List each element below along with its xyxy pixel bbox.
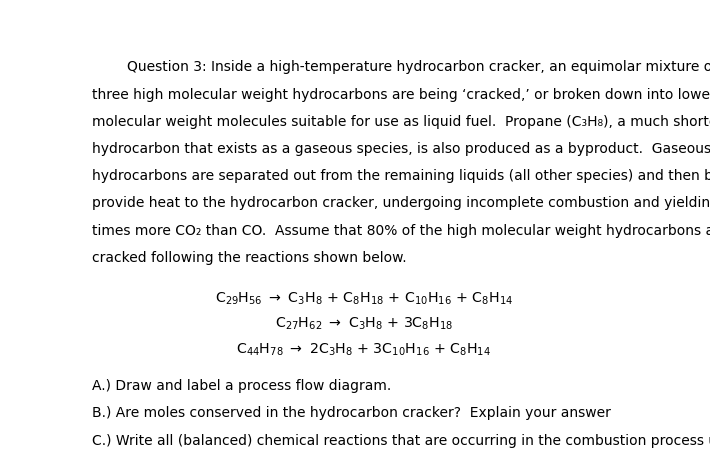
Text: cracked following the reactions shown below.: cracked following the reactions shown be… [92, 251, 406, 265]
Text: C$_{27}$H$_{62}$ $\rightarrow$ C$_3$H$_8$ + 3C$_8$H$_{18}$: C$_{27}$H$_{62}$ $\rightarrow$ C$_3$H$_8… [275, 316, 453, 332]
Text: A.) Draw and label a process flow diagram.: A.) Draw and label a process flow diagra… [92, 379, 390, 393]
Text: B.) Are moles conserved in the hydrocarbon cracker?  Explain your answer: B.) Are moles conserved in the hydrocarb… [92, 406, 611, 420]
Text: times more CO₂ than CO.  Assume that 80% of the high molecular weight hydrocarbo: times more CO₂ than CO. Assume that 80% … [92, 224, 710, 238]
Text: molecular weight molecules suitable for use as liquid fuel.  Propane (C₃H₈), a m: molecular weight molecules suitable for … [92, 115, 710, 129]
Text: C.) Write all (balanced) chemical reactions that are occurring in the combustion: C.) Write all (balanced) chemical reacti… [92, 434, 710, 448]
Text: provide heat to the hydrocarbon cracker, undergoing incomplete combustion and yi: provide heat to the hydrocarbon cracker,… [92, 196, 710, 211]
Text: hydrocarbon that exists as a gaseous species, is also produced as a byproduct.  : hydrocarbon that exists as a gaseous spe… [92, 142, 710, 156]
Text: C$_{44}$H$_{78}$ $\rightarrow$ 2C$_3$H$_8$ + 3C$_{10}$H$_{16}$ + C$_8$H$_{14}$: C$_{44}$H$_{78}$ $\rightarrow$ 2C$_3$H$_… [236, 341, 491, 358]
Text: hydrocarbons are separated out from the remaining liquids (all other species) an: hydrocarbons are separated out from the … [92, 169, 710, 183]
Text: three high molecular weight hydrocarbons are being ‘cracked,’ or broken down int: three high molecular weight hydrocarbons… [92, 88, 710, 101]
Text: C$_{29}$H$_{56}$ $\rightarrow$ C$_3$H$_8$ + C$_8$H$_{18}$ + C$_{10}$H$_{16}$ + C: C$_{29}$H$_{56}$ $\rightarrow$ C$_3$H$_8… [215, 291, 513, 307]
Text: Question 3: Inside a high-temperature hydrocarbon cracker, an equimolar mixture : Question 3: Inside a high-temperature hy… [92, 61, 710, 74]
